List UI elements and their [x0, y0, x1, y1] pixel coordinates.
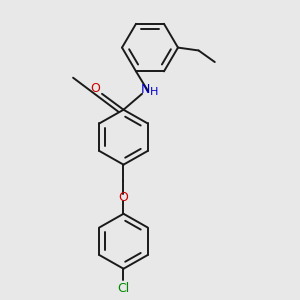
Text: O: O: [118, 191, 128, 204]
Text: Cl: Cl: [117, 282, 130, 295]
Text: N: N: [141, 83, 150, 96]
Text: H: H: [150, 87, 159, 97]
Text: O: O: [91, 82, 100, 95]
